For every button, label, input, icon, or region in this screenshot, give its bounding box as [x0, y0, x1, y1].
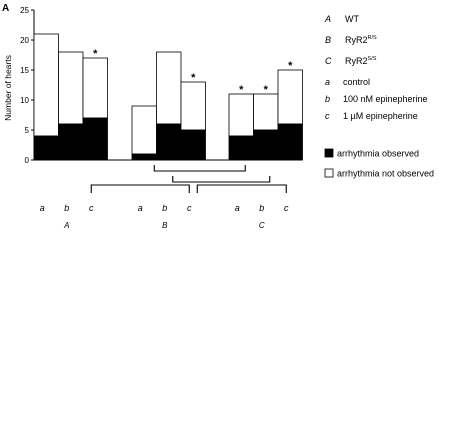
condition-label: b — [162, 203, 167, 213]
bar-observed — [228, 135, 254, 161]
y-tick-label: 10 — [20, 96, 29, 105]
group-label: B — [162, 221, 168, 230]
comparison-bracket — [172, 176, 271, 183]
legend-condition-text: 100 nM epinepherine — [343, 94, 428, 104]
legend-condition-text: control — [343, 77, 370, 87]
significance-star: * — [239, 84, 244, 96]
bar-observed — [253, 129, 279, 161]
bar-not-observed — [253, 93, 279, 131]
bar-observed — [58, 123, 84, 161]
y-tick-label: 5 — [25, 126, 30, 135]
legend-condition-text: 1 µM epinepherine — [343, 111, 418, 121]
legend-swatch — [324, 168, 334, 178]
bar-not-observed — [156, 51, 182, 125]
y-axis-ticks: 0 5 10 15 20 25 — [20, 6, 34, 165]
bar-observed — [82, 117, 108, 161]
significance-markers: * * * * * — [93, 48, 293, 96]
bar-not-observed — [131, 105, 157, 155]
legend: A WT B RyR2R/S C RyR2S/S a control b 100 nM epine… — [324, 14, 434, 179]
condition-label: c — [89, 203, 94, 213]
group-label: C — [259, 221, 265, 230]
y-tick-label: 25 — [20, 6, 29, 15]
legend-series-label: arrhythmia observed — [337, 149, 419, 159]
significance-star: * — [264, 84, 269, 96]
legend-group-key: C — [325, 56, 332, 66]
legend-group-superscript: R/S — [368, 35, 378, 41]
significance-star: * — [191, 72, 196, 84]
y-axis-title: Number of hearts — [3, 55, 13, 121]
condition-label: a — [235, 203, 240, 213]
bar-observed — [131, 153, 157, 161]
legend-condition-key: c — [325, 111, 330, 121]
significance-star: * — [288, 60, 293, 72]
condition-label: a — [138, 203, 143, 213]
bar-not-observed — [82, 57, 108, 119]
bar-observed — [156, 123, 182, 161]
bar-not-observed — [277, 69, 303, 125]
bar-not-observed — [180, 81, 206, 131]
y-tick-label: 15 — [20, 66, 29, 75]
bar-not-observed — [58, 51, 84, 125]
legend-swatch — [324, 148, 334, 158]
bar-not-observed — [33, 33, 59, 137]
legend-series-label: arrhythmia not observed — [337, 169, 434, 179]
significance-star: * — [93, 48, 98, 60]
condition-label: b — [259, 203, 264, 213]
condition-label: b — [64, 203, 69, 213]
legend-condition-key: b — [325, 94, 330, 104]
y-tick-label: 0 — [25, 156, 30, 165]
legend-condition-key: a — [325, 77, 330, 87]
group-label: A — [63, 221, 69, 230]
legend-group-text: RyR2S/S — [345, 56, 377, 66]
condition-label: c — [187, 203, 192, 213]
bar-observed — [33, 135, 59, 161]
bars-layer — [33, 33, 303, 161]
y-tick-label: 20 — [20, 36, 29, 45]
legend-group-text: WT — [345, 14, 359, 24]
comparison-bracket — [153, 165, 246, 172]
comparison-bracket — [196, 184, 287, 193]
legend-group-key: B — [325, 35, 331, 45]
legend-group-key: A — [324, 14, 331, 24]
legend-group-text: RyR2R/S — [345, 35, 377, 45]
legend-group-superscript: S/S — [368, 56, 377, 62]
bar-not-observed — [228, 93, 254, 137]
bar-observed — [277, 123, 303, 161]
panel-label: A — [2, 3, 9, 14]
condition-label: c — [284, 203, 289, 213]
bar-observed — [180, 129, 206, 161]
condition-label: a — [40, 203, 45, 213]
x-axis-labels: a b c Aa b c Ba b c C — [40, 203, 289, 230]
comparison-brackets — [90, 165, 287, 193]
comparison-bracket — [90, 184, 190, 193]
